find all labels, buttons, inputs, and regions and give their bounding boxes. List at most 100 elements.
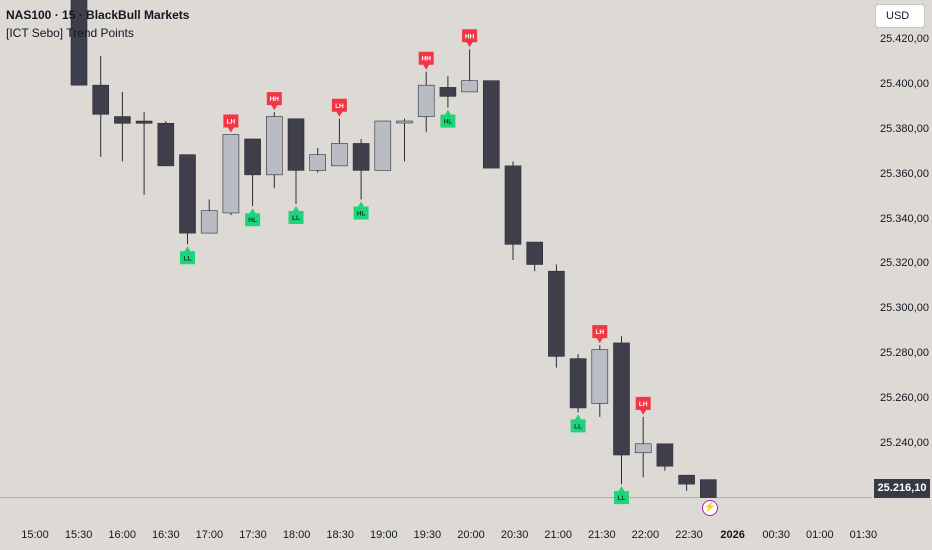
low-marker: LL	[570, 414, 586, 433]
marker-shape	[570, 414, 586, 433]
bull-candle-body	[222, 134, 240, 214]
marker-shape	[331, 98, 347, 117]
time-tick-label: 17:30	[239, 529, 267, 541]
candle	[548, 264, 565, 368]
candle	[114, 91, 131, 162]
marker-shape	[614, 486, 629, 505]
high-marker: LH	[592, 325, 608, 344]
bear-candle-body	[179, 154, 196, 234]
lightning-icon[interactable]: ⚡	[702, 500, 718, 516]
time-tick-label: 15:00	[21, 529, 49, 541]
price-tick-label: 25.420,00	[880, 33, 929, 46]
time-tick-label: 21:30	[588, 529, 616, 541]
candle	[699, 479, 717, 498]
time-tick-label: 17:00	[195, 529, 224, 541]
marker-shape	[288, 205, 304, 224]
bear-candle-body	[613, 342, 630, 456]
marker-shape	[462, 29, 478, 48]
time-tick-label: 22:30	[675, 529, 703, 541]
candle	[352, 138, 370, 200]
time-tick-label: 16:00	[108, 529, 136, 541]
time-tick-label: 18:30	[326, 529, 354, 541]
marker-label: HL	[248, 217, 257, 224]
candle	[265, 112, 283, 189]
candle	[396, 118, 413, 162]
bear-candle-body	[287, 118, 305, 171]
candle	[92, 56, 109, 157]
candle	[70, 0, 88, 86]
bear-candle-body	[70, 0, 88, 86]
marker-shape	[245, 208, 261, 227]
marker-shape	[180, 246, 195, 265]
high-marker: HH	[462, 29, 478, 48]
marker-label: LL	[184, 255, 192, 262]
price-tick-label: 25.240,00	[880, 436, 929, 449]
candlestick-chart[interactable]: LL LH HL HH LL LH HL HH HL HH LL LH LL LH	[0, 0, 872, 520]
bear-candle-body	[526, 241, 544, 265]
price-axis[interactable]: 25.420,00 25.400,00 25.380,00 25.360,00 25.3…	[872, 0, 932, 520]
marker-shape	[418, 51, 434, 70]
bull-candle-body	[461, 80, 478, 93]
candle	[200, 199, 218, 234]
marker-label: LL	[292, 215, 300, 222]
indicator-title[interactable]: [ICT Sebo] Trend Points	[6, 26, 134, 40]
time-tick-label: 19:00	[370, 529, 398, 541]
bull-candle-body	[374, 120, 392, 171]
bull-candle-body	[417, 84, 435, 117]
bear-candle-body	[482, 80, 500, 169]
marker-label: HL	[444, 119, 453, 126]
high-marker: LH	[635, 396, 651, 415]
price-tick-label: 25.320,00	[880, 257, 929, 270]
time-tick-label: 20:00	[457, 529, 485, 541]
time-tick-label: 01:00	[806, 529, 834, 541]
bear-candle-body	[569, 358, 587, 409]
low-marker: HL	[245, 208, 261, 227]
bear-candle-body	[439, 87, 457, 97]
candle	[331, 118, 348, 167]
marker-label: HH	[422, 56, 432, 63]
last-price-label: 25.216,10	[874, 479, 930, 498]
candle	[569, 354, 587, 413]
marker-shape	[592, 325, 608, 344]
price-tick-label: 25.380,00	[880, 123, 929, 135]
bear-candle-body	[699, 479, 717, 498]
time-tick-label: 20:30	[500, 529, 529, 541]
low-marker: HL	[440, 109, 456, 128]
time-tick-label: 19:30	[413, 529, 442, 541]
candle	[461, 49, 478, 93]
bull-candle-body	[591, 349, 609, 404]
candle	[374, 120, 392, 171]
marker-label: LH	[595, 329, 604, 336]
currency-button[interactable]: USD	[875, 4, 925, 28]
candle	[135, 112, 153, 195]
candle	[482, 80, 500, 169]
high-marker: LH	[223, 114, 239, 133]
bull-candle-body	[634, 443, 652, 454]
marker-label: HH	[270, 96, 280, 103]
candle	[244, 138, 261, 207]
bear-candle-body	[244, 138, 261, 176]
marker-shape	[635, 396, 651, 415]
candle	[309, 147, 327, 173]
marker-label: HH	[465, 33, 475, 40]
bull-candle-body	[265, 116, 283, 176]
price-tick-label: 25.340,00	[880, 212, 929, 225]
high-marker: HH	[266, 92, 282, 111]
marker-label: LL	[618, 495, 626, 502]
bear-candle-body	[92, 84, 109, 115]
marker-label: LH	[227, 118, 236, 125]
candle	[613, 336, 630, 485]
candle	[526, 241, 544, 272]
marker-shape	[223, 114, 239, 133]
symbol-title[interactable]: NAS100 · 15 · BlackBull Markets	[6, 8, 190, 22]
bear-candle-body	[678, 474, 695, 485]
bear-candle-body	[548, 270, 565, 357]
bull-candle-body	[331, 143, 348, 167]
candle	[504, 161, 522, 260]
time-tick-label: 21:00	[544, 529, 572, 541]
time-tick-label: 15:30	[64, 529, 93, 541]
marker-shape	[440, 109, 456, 128]
price-tick-label: 25.400,00	[880, 78, 929, 91]
chart-area[interactable]: LL LH HL HH LL LH HL HH HL HH LL LH LL LH	[0, 0, 872, 520]
candle	[591, 345, 609, 417]
